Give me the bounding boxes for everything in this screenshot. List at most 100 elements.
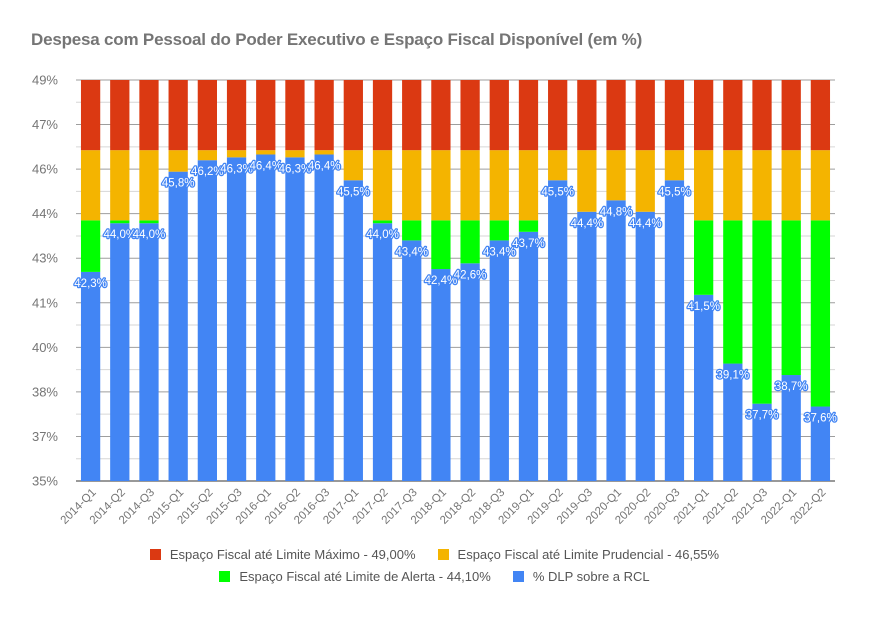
bar-segment-alerta [139,220,159,224]
data-label: 41,5% [687,301,720,313]
chart-title: Despesa com Pessoal do Poder Executivo e… [31,30,643,49]
bar-segment-dlp [518,231,539,481]
data-label: 39,1% [717,370,750,382]
bar-segment-dlp [489,240,509,481]
bar-segment-dlp [197,160,217,481]
legend-item-alerta[interactable]: Espaço Fiscal até Limite de Alerta - 44,… [219,568,491,584]
bar-segment-dlp [80,271,101,481]
bar-segment-dlp [168,171,188,481]
bar-segment-prudencial [577,150,597,212]
bar-segment-dlp [431,269,451,481]
bar-segment-alerta [518,220,539,232]
bar-segment-alerta [781,220,801,376]
bar-segment-alerta [460,220,480,264]
bar-segment-alerta [80,220,101,272]
legend-item-maximo[interactable]: Espaço Fiscal até Limite Máximo - 49,00% [149,546,416,562]
bar-segment-alerta [723,220,743,364]
bar-segment-dlp [694,294,714,481]
y-axis: 35% 37% 38% 40% 41% 43% 44% 46% 47% 49% [32,73,58,489]
data-label: 42,3% [74,278,107,290]
bar-segment-maximo [285,80,305,151]
bar-segment-prudencial [256,150,276,155]
bar-segment-maximo [372,80,393,151]
bar-segment-maximo [664,80,685,151]
y-tick-label: 41% [32,295,58,310]
y-tick-label: 44% [32,206,58,221]
legend-label-alerta: Espaço Fiscal até Limite de Alerta - 44,… [239,568,491,584]
bar-segment-prudencial [343,150,363,181]
legend-row-2: Espaço Fiscal até Limite de Alerta - 44,… [0,565,869,587]
bar-segment-alerta [372,220,393,224]
bar-segment-dlp [226,157,247,482]
bar-segment-prudencial [606,150,626,201]
bar-segment-dlp [606,200,626,482]
data-label: 44,0% [103,229,136,241]
data-label: 46,4% [249,160,282,172]
data-label: 44,0% [366,229,399,241]
data-label: 46,2% [191,166,224,178]
bar-segment-maximo [635,80,655,151]
bar-segment-maximo [752,80,772,151]
bar-segment-maximo [402,80,422,151]
data-label: 46,4% [308,160,341,172]
bar-segment-prudencial [431,150,451,221]
bar-segment-prudencial [723,150,743,221]
bar-segment-maximo [139,80,159,151]
bar-segment-maximo [343,80,363,151]
bar-segment-maximo [810,80,831,151]
legend-item-prudencial[interactable]: Espaço Fiscal até Limite Prudencial - 46… [437,547,719,562]
legend-swatch-maximo [149,548,161,560]
legend-swatch-dlp [512,570,524,582]
bar-segment-maximo [460,80,480,151]
bars [80,80,831,482]
bar-segment-maximo [168,80,188,151]
bar-segment-maximo [694,80,714,151]
bar-segment-alerta [489,220,509,241]
bar-segment-dlp [110,223,130,481]
data-label: 37,6% [804,413,837,425]
bar-segment-maximo [518,80,539,151]
legend-label-maximo: Espaço Fiscal até Limite Máximo - 49,00% [169,546,416,562]
bar-segment-prudencial [810,150,831,221]
bar-segment-prudencial [80,150,101,221]
bar-segment-dlp [781,375,801,481]
data-label: 43,4% [395,246,428,258]
bar-segment-maximo [80,80,101,151]
bar-segment-prudencial [226,150,247,158]
data-label: 42,4% [425,275,458,287]
bar-segment-prudencial [664,150,685,181]
data-label: 45,5% [658,186,691,198]
bar-segment-maximo [606,80,626,151]
data-label: 37,7% [746,410,779,422]
y-tick-label: 43% [32,251,58,266]
bar-segment-maximo [431,80,451,151]
bar-segment-dlp [285,157,305,482]
data-label: 44,4% [571,218,604,230]
bar-segment-prudencial [402,150,422,221]
data-label: 45,8% [162,178,195,190]
bar-segment-alerta [110,220,130,224]
data-label: 46,3% [279,163,312,175]
legend-swatch-prudencial [437,548,449,560]
bar-segment-maximo [489,80,509,151]
bar-segment-dlp [723,363,743,481]
x-axis: 2014-Q12014-Q22014-Q32015-Q12015-Q22015-… [59,487,829,527]
data-label: 44,4% [629,218,662,230]
bar-segment-alerta [402,220,422,241]
legend-item-dlp[interactable]: % DLP sobre a RCL [512,569,650,584]
bar-segment-dlp [635,211,655,481]
data-label: 43,7% [512,238,545,250]
bar-segment-dlp [752,403,772,481]
bar-segment-maximo [577,80,597,151]
bar-segment-prudencial [168,150,188,172]
bar-segment-dlp [810,406,831,481]
y-tick-label: 47% [32,117,58,132]
bar-segment-prudencial [694,150,714,221]
bar-segment-dlp [402,240,422,481]
data-label: 44,0% [133,229,166,241]
bar-segment-prudencial [752,150,772,221]
bar-segment-prudencial [460,150,480,221]
y-tick-label: 35% [32,474,58,489]
bar-segment-maximo [226,80,247,151]
